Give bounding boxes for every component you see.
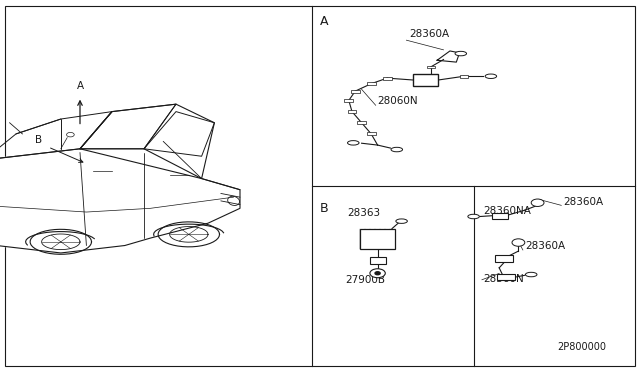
Text: 28060N: 28060N [378, 96, 418, 106]
Ellipse shape [348, 141, 359, 145]
Circle shape [370, 269, 385, 278]
Text: A: A [320, 15, 328, 28]
Ellipse shape [391, 147, 403, 152]
Text: B: B [35, 135, 42, 145]
Polygon shape [351, 90, 360, 93]
Text: A: A [76, 81, 84, 91]
Text: 28360N: 28360N [483, 274, 524, 284]
Polygon shape [357, 121, 366, 124]
Polygon shape [344, 99, 353, 102]
Bar [495, 255, 513, 262]
Ellipse shape [455, 51, 467, 56]
Circle shape [531, 199, 544, 206]
Polygon shape [367, 132, 376, 135]
Text: 28360A: 28360A [525, 241, 565, 251]
Bar [497, 274, 515, 280]
Polygon shape [348, 110, 356, 113]
Text: 2P800000: 2P800000 [557, 341, 606, 352]
Text: 27900B: 27900B [346, 275, 385, 285]
Polygon shape [80, 104, 214, 179]
Text: 28363: 28363 [348, 208, 381, 218]
Polygon shape [427, 65, 435, 68]
Ellipse shape [525, 272, 537, 277]
Text: 28360A: 28360A [410, 29, 450, 39]
Ellipse shape [228, 196, 239, 205]
Ellipse shape [485, 74, 497, 78]
Polygon shape [383, 77, 392, 80]
Circle shape [512, 239, 525, 246]
Polygon shape [460, 75, 468, 78]
Ellipse shape [396, 219, 407, 223]
Text: 28360NA: 28360NA [483, 206, 531, 216]
Bar [370, 257, 385, 264]
Bar [493, 213, 508, 219]
Ellipse shape [468, 214, 479, 219]
Polygon shape [367, 82, 376, 85]
Bar [413, 74, 438, 86]
Bar [360, 228, 396, 249]
Polygon shape [0, 149, 240, 253]
Circle shape [375, 272, 380, 275]
Text: 28360A: 28360A [563, 197, 604, 207]
Text: B: B [320, 202, 328, 215]
